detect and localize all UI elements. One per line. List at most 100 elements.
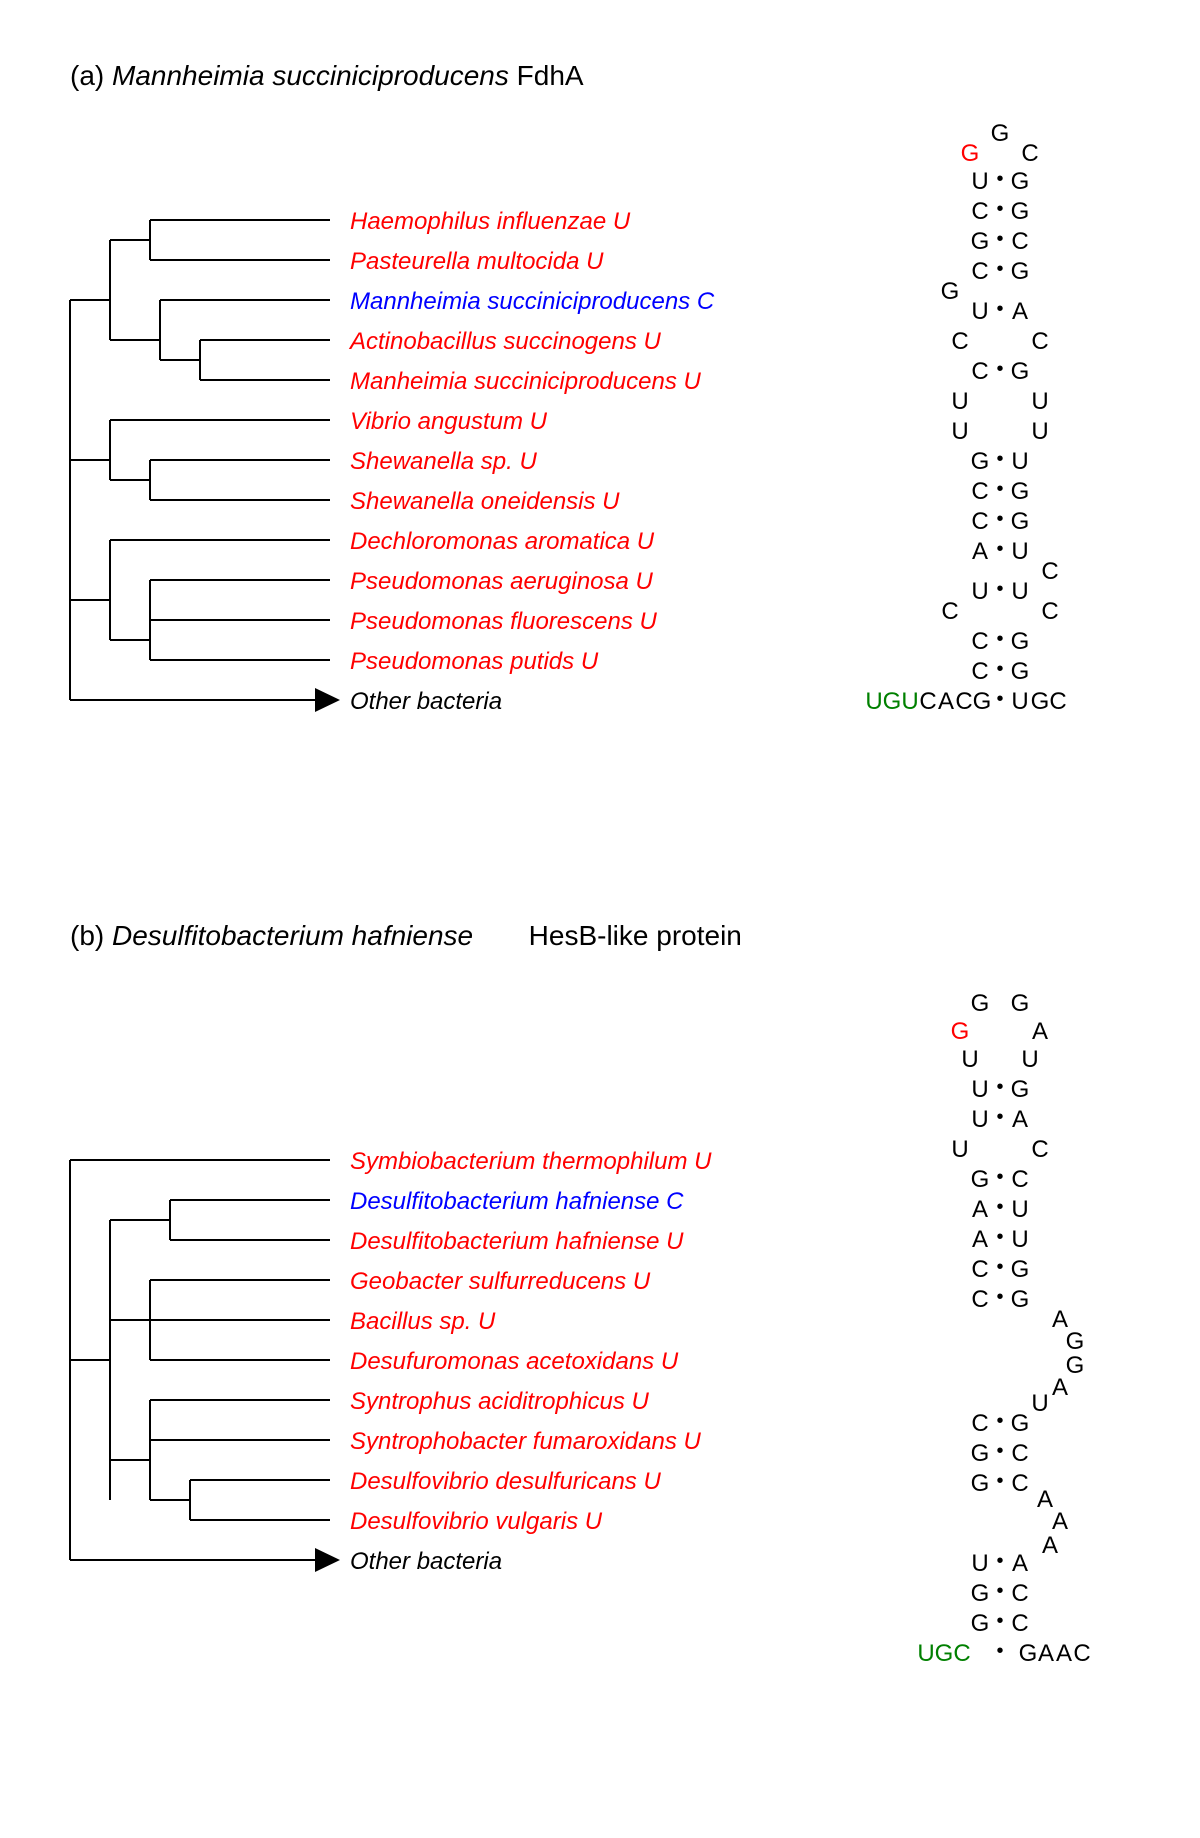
rna-base: • xyxy=(990,1410,1010,1433)
panel-b-title: (b) Desulfitobacterium hafniense HesB-li… xyxy=(70,920,742,952)
taxon: Bacillus sp. U xyxy=(350,1308,495,1336)
rna-base: • xyxy=(990,1196,1010,1219)
rna-base: C xyxy=(970,508,990,536)
rna-base: G xyxy=(970,1580,990,1608)
taxon: Geobacter sulfurreducens U xyxy=(350,1268,650,1296)
rna-base: U xyxy=(970,1106,990,1134)
rna-base: U xyxy=(1030,388,1050,416)
rna-base: • xyxy=(990,1640,1010,1663)
rna-base: G xyxy=(970,1610,990,1638)
rna-base: G xyxy=(960,140,980,168)
rna-base: • xyxy=(990,578,1010,601)
rna-base: • xyxy=(990,1076,1010,1099)
taxon: Vibrio angustum U xyxy=(350,408,547,436)
rna-base: G xyxy=(1010,478,1030,506)
taxon: Desulfovibrio vulgaris U xyxy=(350,1508,602,1536)
rna-base: C xyxy=(970,358,990,386)
rna-base: U xyxy=(970,1076,990,1104)
rna-base: C xyxy=(1010,1580,1030,1608)
rna-base: • xyxy=(990,1226,1010,1249)
rna-base: • xyxy=(990,1106,1010,1129)
rna-base: G xyxy=(940,278,960,306)
rna-base: A xyxy=(1010,1106,1030,1134)
rna-base: C xyxy=(1010,1166,1030,1194)
rna-base: • xyxy=(990,1286,1010,1309)
taxon: Manheimia succiniciproducens U xyxy=(350,368,701,396)
rna-base: U xyxy=(1010,578,1030,606)
rna-base: • xyxy=(990,1550,1010,1573)
rna-base: C xyxy=(1040,558,1060,586)
rna-base: C xyxy=(950,328,970,356)
taxon: Syntrophus aciditrophicus U xyxy=(350,1388,649,1416)
rna-base: G xyxy=(970,1470,990,1498)
tree-b xyxy=(60,1150,340,1590)
rna-base: U xyxy=(970,298,990,326)
rna-base: C xyxy=(970,1410,990,1438)
rna-base: • xyxy=(990,1440,1010,1463)
rna-base: • xyxy=(990,478,1010,501)
rna-base: A xyxy=(1010,1550,1030,1578)
rna-base: C xyxy=(970,198,990,226)
taxon: Shewanella oneidensis U xyxy=(350,488,620,516)
panel-a-title: (a) Mannheimia succiniciproducens FdhA xyxy=(70,60,584,92)
taxon: Desulfitobacterium hafniense C xyxy=(350,1188,684,1216)
tree-a xyxy=(60,210,340,730)
rna-base: G xyxy=(970,1166,990,1194)
rna-base: C xyxy=(970,1286,990,1314)
taxon: Pseudomonas aeruginosa U xyxy=(350,568,653,596)
rna-base: C xyxy=(970,658,990,686)
rna-base: G xyxy=(1010,1076,1030,1104)
rna-base: U xyxy=(960,1046,980,1074)
rna-base: U xyxy=(1010,688,1030,716)
rna-base: A xyxy=(970,1226,990,1254)
rna-base: A xyxy=(1036,1640,1056,1668)
rna-base: C xyxy=(1040,598,1060,626)
rna-base: A xyxy=(936,688,956,716)
rna-base: A xyxy=(1040,1532,1060,1560)
rna-base: C xyxy=(952,1640,972,1668)
rna-base: U xyxy=(950,1136,970,1164)
rna-base: C xyxy=(1010,1470,1030,1498)
rna-base: G xyxy=(1030,688,1050,716)
panel-a-label: (a) xyxy=(70,60,104,91)
rna-base: C xyxy=(1010,1440,1030,1468)
panel-a-species: Mannheimia succiniciproducens xyxy=(112,60,509,91)
rna-base: C xyxy=(1010,1610,1030,1638)
rna-base: G xyxy=(1010,1286,1030,1314)
taxon: Desulfitobacterium hafniense U xyxy=(350,1228,684,1256)
rna-base: U xyxy=(1010,538,1030,566)
rna-base: G xyxy=(934,1640,954,1668)
panel-b-label: (b) xyxy=(70,920,104,951)
rna-base: • xyxy=(990,358,1010,381)
rna-base: U xyxy=(900,688,920,716)
rna-base: U xyxy=(1030,1390,1050,1418)
rna-base: • xyxy=(990,1256,1010,1279)
rna-base: C xyxy=(1010,228,1030,256)
rna-base: • xyxy=(990,688,1010,711)
rna-base: G xyxy=(1010,168,1030,196)
taxon: Dechloromonas aromatica U xyxy=(350,528,654,556)
rna-base: G xyxy=(1010,658,1030,686)
rna-base: C xyxy=(1030,1136,1050,1164)
rna-base: C xyxy=(970,1256,990,1284)
rna-base: G xyxy=(1018,1640,1038,1668)
rna-base: C xyxy=(970,628,990,656)
rna-base: C xyxy=(918,688,938,716)
taxon: Mannheimia succiniciproducens C xyxy=(350,288,714,316)
panel-b-species: Desulfitobacterium hafniense xyxy=(112,920,473,951)
rna-base: C xyxy=(954,688,974,716)
taxon: Shewanella sp. U xyxy=(350,448,537,476)
rna-base: • xyxy=(990,1580,1010,1603)
rna-base: G xyxy=(990,120,1010,148)
rna-base: A xyxy=(1050,1374,1070,1402)
rna-base: U xyxy=(1020,1046,1040,1074)
rna-base: A xyxy=(1010,298,1030,326)
rna-base: G xyxy=(1010,508,1030,536)
rna-base: G xyxy=(970,990,990,1018)
rna-base: C xyxy=(940,598,960,626)
rna-base: • xyxy=(990,628,1010,651)
rna-base: • xyxy=(990,658,1010,681)
rna-base: • xyxy=(990,1610,1010,1633)
taxon: Desulfovibrio desulfuricans U xyxy=(350,1468,661,1496)
rna-base: A xyxy=(1030,1018,1050,1046)
